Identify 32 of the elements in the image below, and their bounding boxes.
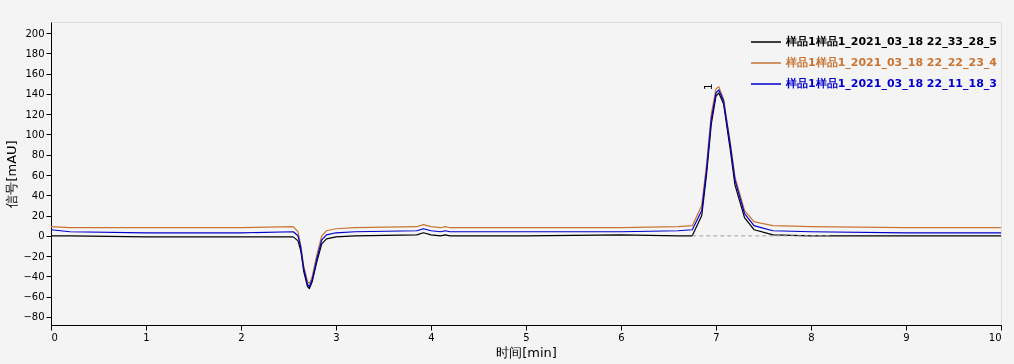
y-tick-label: 140 xyxy=(25,88,45,100)
y-axis-title: 信号[mAU] xyxy=(4,140,20,208)
y-tick-label: −20 xyxy=(23,250,45,262)
x-tick-label: 9 xyxy=(903,331,910,343)
y-tick-label: 180 xyxy=(25,47,45,59)
x-tick-label: 3 xyxy=(333,331,340,343)
x-tick-label: 1 xyxy=(143,331,150,343)
x-tick-label: 5 xyxy=(523,331,530,343)
x-tick-label: 0 xyxy=(51,331,58,343)
y-tick-label: 120 xyxy=(25,108,45,120)
y-tick-label: 80 xyxy=(31,149,45,161)
y-tick-label: −40 xyxy=(23,270,45,282)
y-tick-label: 20 xyxy=(31,210,45,222)
legend-label: 样品1样品1_2021_03_18 22_33_28_5 xyxy=(785,35,997,48)
y-tick-label: 0 xyxy=(38,230,45,242)
y-tick-label: 100 xyxy=(25,128,45,140)
x-tick-label: 6 xyxy=(618,331,625,343)
legend-label: 样品1样品1_2021_03_18 22_22_23_4 xyxy=(785,56,998,69)
x-tick-label: 8 xyxy=(808,331,815,343)
x-tick-label: 2 xyxy=(238,331,245,343)
x-tick-label: 7 xyxy=(713,331,720,343)
annotation: 1 xyxy=(701,83,715,91)
y-tick-label: 60 xyxy=(31,169,45,181)
x-tick-label: 4 xyxy=(428,331,435,343)
y-tick-label: −60 xyxy=(23,291,45,303)
y-tick-label: 40 xyxy=(31,189,45,201)
y-tick-label: 160 xyxy=(25,68,45,80)
y-tick-label: 200 xyxy=(25,27,45,39)
x-axis-title: 时间[min] xyxy=(496,344,557,360)
x-tick-label: 10 xyxy=(988,331,1002,343)
y-tick-label: −80 xyxy=(23,311,45,323)
legend-label: 样品1样品1_2021_03_18 22_11_18_3 xyxy=(785,77,997,90)
